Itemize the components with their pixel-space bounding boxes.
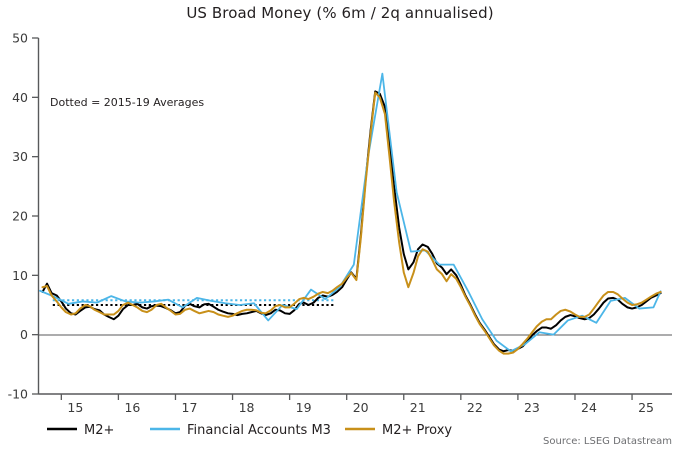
y-axis-tick-label: 0 (20, 327, 28, 342)
chart-legend: M2+ Financial Accounts M3 M2+ Proxy (47, 423, 452, 438)
x-axis-tick-label: 22 (467, 400, 483, 415)
y-axis-tick-label: -10 (8, 387, 28, 402)
legend-label: Financial Accounts M3 (187, 423, 331, 438)
y-axis-tick-label: 30 (12, 149, 28, 164)
x-axis-tick-label: 15 (67, 400, 83, 415)
series-line (41, 90, 662, 353)
x-axis-tick-group: 15 16 17 18 19 20 21 22 23 24 25 (60, 394, 654, 415)
chart-title: US Broad Money (% 6m / 2q annualised) (186, 4, 494, 22)
x-axis-tick-label: 24 (581, 400, 597, 415)
series-line (41, 91, 662, 355)
series-line (39, 72, 662, 353)
series-line-group (39, 72, 662, 355)
x-axis-tick-label: 18 (239, 400, 255, 415)
x-axis-tick-label: 17 (182, 400, 198, 415)
x-axis-tick-label: 23 (524, 400, 540, 415)
x-axis-tick-label: 25 (638, 400, 654, 415)
y-axis-tick-label: 10 (12, 268, 28, 283)
x-axis-tick-label: 19 (296, 400, 312, 415)
legend-label: M2+ (84, 423, 114, 438)
y-axis-tick-label: 50 (12, 31, 28, 46)
x-axis-tick-label: 16 (124, 400, 140, 415)
x-axis-tick-label: 21 (410, 400, 426, 415)
y-axis-tick-group: -10 0 10 20 30 40 50 (8, 31, 39, 402)
y-axis-tick-label: 20 (12, 209, 28, 224)
legend-label: M2+ Proxy (382, 423, 452, 438)
source-label: Source: LSEG Datastream (543, 436, 672, 447)
dotted-averages-annotation: Dotted = 2015-19 Averages (50, 96, 204, 109)
x-axis-tick-label: 20 (353, 400, 369, 415)
y-axis-tick-label: 40 (12, 90, 28, 105)
